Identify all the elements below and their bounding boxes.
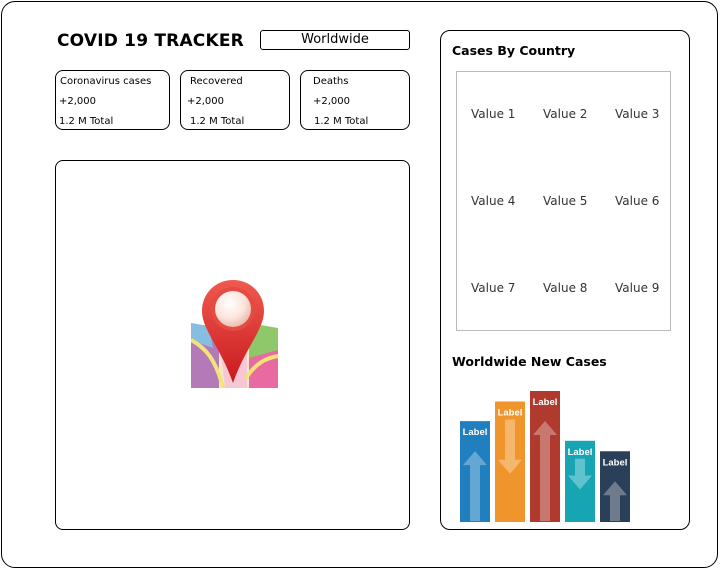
stat-card-recovered[interactable]: Recovered +2,000 1.2 M Total [180,70,290,130]
stat-label: Deaths [313,76,349,87]
map-panel[interactable] [55,160,410,530]
chart-bar: Label [530,391,560,522]
chart-bar: Label [600,451,630,522]
stat-card-cases[interactable]: Coronavirus cases +2,000 1.2 M Total [55,70,170,130]
stat-today: +2,000 [313,96,351,107]
chart-bar-label: Label [568,447,593,458]
arrow-down-icon [498,419,522,474]
map-pin-icon [191,280,279,389]
region-selector[interactable]: Worldwide [260,30,410,50]
arrow-down-icon [568,458,592,490]
country-table-title: Cases By Country [452,43,576,58]
stat-today: +2,000 [59,96,97,107]
chart-bar: Label [565,440,595,522]
table-cell: Value 4 [471,194,516,208]
table-cell: Value 8 [543,281,588,295]
right-panel: Cases By Country Value 1 Value 2 Value 3… [440,30,690,530]
arrow-up-icon [533,421,557,521]
table-cell: Value 7 [471,281,516,295]
table-cell: Value 6 [615,194,660,208]
stat-label: Coronavirus cases [60,76,152,87]
table-cell: Value 5 [543,194,588,208]
chart-bar: Label [460,421,490,522]
stat-total: 1.2 M Total [59,116,114,127]
new-cases-title: Worldwide New Cases [452,354,607,369]
stat-total: 1.2 M Total [190,116,245,127]
chart-bar: Label [495,401,525,522]
stat-card-deaths[interactable]: Deaths +2,000 1.2 M Total [300,70,410,130]
arrow-up-icon [603,481,627,521]
new-cases-chart: Label Label Label Label Label [460,391,630,522]
chart-bar-label: Label [603,457,628,468]
table-cell: Value 2 [543,107,588,121]
table-cell: Value 9 [615,281,660,295]
chart-bar-label: Label [463,427,488,438]
table-cell: Value 1 [471,107,516,121]
arrow-up-icon [463,451,487,521]
stat-total: 1.2 M Total [314,116,369,127]
chart-bar-label: Label [498,407,523,418]
country-table: Value 1 Value 2 Value 3 Value 4 Value 5 … [456,71,671,331]
page-title: COVID 19 TRACKER [57,31,244,51]
stat-label: Recovered [190,76,243,87]
table-cell: Value 3 [615,107,660,121]
stat-today: +2,000 [187,96,225,107]
chart-bar-label: Label [533,397,558,408]
